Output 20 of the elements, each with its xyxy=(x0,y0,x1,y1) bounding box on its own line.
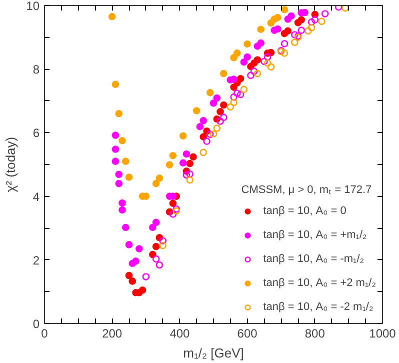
legend-title: CMSSM, μ > 0, mₜ = 172.7 xyxy=(241,183,373,196)
y-tick-label: 2 xyxy=(32,253,40,268)
x-tick-label: 200 xyxy=(102,326,122,340)
y-tick-label: 0 xyxy=(32,317,40,331)
legend-label: tanβ = 10, A₀ = +2 m₁/₂ xyxy=(263,277,376,289)
x-axis-title: m₁/₂ [GeV] xyxy=(183,346,244,360)
legend-label: tanβ = 10, A₀ = +m₁/₂ xyxy=(263,229,367,241)
legend-label: tanβ = 10, A₀ = -2 m₁/₂ xyxy=(263,301,374,313)
legend-label: tanβ = 10, A₀ = -m₁/₂ xyxy=(263,253,364,265)
x-tick-label: 600 xyxy=(237,326,258,340)
y-axis-title: χ² (today) xyxy=(3,136,18,192)
x-tick-label: 800 xyxy=(304,326,326,340)
y-tick-label: 6 xyxy=(32,126,40,140)
x-tick-label: 1000 xyxy=(369,326,396,340)
y-tick-label: 10 xyxy=(26,0,40,13)
x-tick-label: 400 xyxy=(170,326,190,340)
y-tick-label: 4 xyxy=(32,190,40,204)
y-tick-label: 8 xyxy=(32,62,40,77)
legend-label: tanβ = 10, A₀ = 0 xyxy=(263,205,346,217)
x-tick-label: 0 xyxy=(41,326,48,340)
